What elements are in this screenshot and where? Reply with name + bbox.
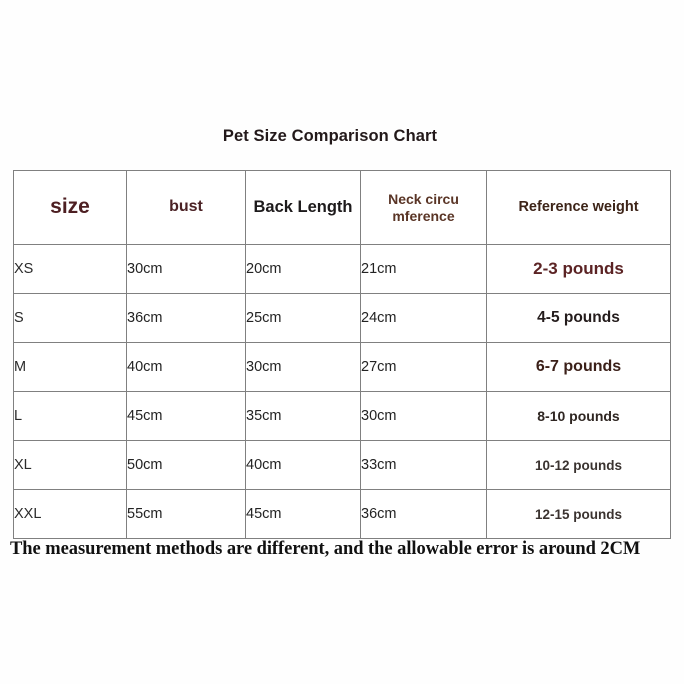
table-row: L 45cm 35cm 30cm 8-10 pounds — [13, 391, 671, 441]
cell-neck: 21cm — [360, 244, 487, 294]
cell-back-length: 25cm — [245, 293, 361, 343]
table-row: S 36cm 25cm 24cm 4-5 pounds — [13, 293, 671, 343]
cell-reference-weight: 2-3 pounds — [486, 244, 671, 294]
cell-reference-weight: 4-5 pounds — [486, 293, 671, 343]
cell-bust: 45cm — [126, 391, 246, 441]
table-row: XL 50cm 40cm 33cm 10-12 pounds — [13, 440, 671, 490]
cell-size: S — [13, 293, 127, 343]
cell-back-length: 35cm — [245, 391, 361, 441]
column-header-back-length: Back Length — [245, 170, 361, 245]
cell-bust: 36cm — [126, 293, 246, 343]
column-header-bust: bust — [126, 170, 246, 245]
cell-reference-weight: 8-10 pounds — [486, 391, 671, 441]
neck-header-line-2: mference — [392, 207, 455, 224]
table-row: XXL 55cm 45cm 36cm 12-15 pounds — [13, 489, 671, 539]
column-header-reference-weight: Reference weight — [486, 170, 671, 245]
cell-neck: 27cm — [360, 342, 487, 392]
cell-neck: 30cm — [360, 391, 487, 441]
cell-neck: 24cm — [360, 293, 487, 343]
measurement-disclaimer: The measurement methods are different, a… — [10, 539, 641, 559]
cell-size: XS — [13, 244, 127, 294]
cell-neck: 33cm — [360, 440, 487, 490]
page-title: Pet Size Comparison Chart — [222, 127, 438, 145]
cell-back-length: 30cm — [245, 342, 361, 392]
cell-bust: 40cm — [126, 342, 246, 392]
cell-reference-weight: 10-12 pounds — [486, 440, 671, 490]
cell-back-length: 20cm — [245, 244, 361, 294]
size-comparison-table: size bust Back Length Neck circu mference… — [13, 170, 671, 539]
cell-bust: 30cm — [126, 244, 246, 294]
cell-reference-weight: 6-7 pounds — [486, 342, 671, 392]
table-row: XS 30cm 20cm 21cm 2-3 pounds — [13, 244, 671, 294]
column-header-size: size — [13, 170, 127, 245]
cell-size: L — [13, 391, 127, 441]
table-header-row: size bust Back Length Neck circu mference… — [13, 170, 671, 245]
cell-neck: 36cm — [360, 489, 487, 539]
cell-size: XXL — [13, 489, 127, 539]
cell-bust: 50cm — [126, 440, 246, 490]
cell-back-length: 40cm — [245, 440, 361, 490]
neck-header-line-1: Neck circu — [388, 190, 459, 207]
cell-reference-weight: 12-15 pounds — [486, 489, 671, 539]
cell-back-length: 45cm — [245, 489, 361, 539]
cell-size: XL — [13, 440, 127, 490]
table-row: M 40cm 30cm 27cm 6-7 pounds — [13, 342, 671, 392]
cell-size: M — [13, 342, 127, 392]
column-header-neck-circumference: Neck circu mference — [360, 170, 487, 245]
cell-bust: 55cm — [126, 489, 246, 539]
